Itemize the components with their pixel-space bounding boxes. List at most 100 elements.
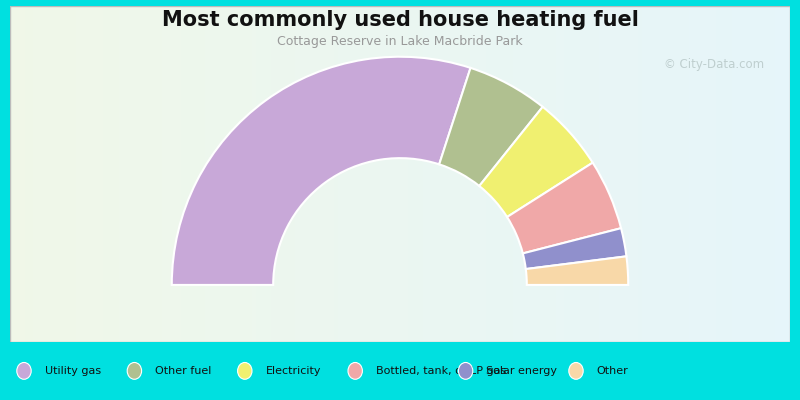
Bar: [213, 6, 217, 342]
Bar: [346, 6, 350, 342]
Bar: [306, 6, 310, 342]
Bar: [45, 6, 49, 342]
Bar: [107, 6, 111, 342]
Bar: [579, 6, 583, 342]
Bar: [552, 6, 556, 342]
Bar: [267, 6, 271, 342]
Bar: [618, 6, 622, 342]
Bar: [138, 6, 142, 342]
Bar: [29, 6, 33, 342]
Bar: [10, 6, 14, 342]
Bar: [37, 6, 41, 342]
Bar: [525, 6, 529, 342]
Bar: [510, 6, 514, 342]
Bar: [392, 6, 396, 342]
Bar: [115, 6, 119, 342]
Bar: [517, 6, 521, 342]
Bar: [361, 6, 365, 342]
Bar: [384, 6, 388, 342]
Bar: [755, 6, 759, 342]
Bar: [607, 6, 611, 342]
Bar: [130, 6, 134, 342]
Bar: [412, 6, 416, 342]
Bar: [286, 6, 290, 342]
Bar: [150, 6, 154, 342]
Bar: [350, 6, 353, 342]
Bar: [263, 6, 267, 342]
Bar: [154, 6, 158, 342]
Bar: [490, 6, 494, 342]
Bar: [388, 6, 392, 342]
Bar: [178, 6, 182, 342]
Bar: [611, 6, 614, 342]
Bar: [771, 6, 774, 342]
Bar: [662, 6, 666, 342]
Bar: [423, 6, 427, 342]
Bar: [224, 6, 228, 342]
Bar: [498, 6, 502, 342]
Bar: [419, 6, 423, 342]
Ellipse shape: [238, 362, 252, 379]
Bar: [33, 6, 37, 342]
Text: Solar energy: Solar energy: [486, 366, 558, 376]
Bar: [103, 6, 107, 342]
Bar: [57, 6, 60, 342]
Bar: [334, 6, 338, 342]
Bar: [326, 6, 330, 342]
Bar: [778, 6, 782, 342]
Bar: [658, 6, 662, 342]
Wedge shape: [507, 163, 621, 254]
Bar: [318, 6, 322, 342]
Bar: [271, 6, 275, 342]
Bar: [95, 6, 99, 342]
Bar: [377, 6, 381, 342]
Bar: [595, 6, 599, 342]
Bar: [681, 6, 685, 342]
Bar: [439, 6, 443, 342]
Bar: [76, 6, 80, 342]
Bar: [170, 6, 174, 342]
Bar: [193, 6, 197, 342]
Bar: [435, 6, 439, 342]
Bar: [626, 6, 630, 342]
Bar: [486, 6, 490, 342]
Bar: [740, 6, 743, 342]
Bar: [259, 6, 263, 342]
Bar: [545, 6, 548, 342]
Bar: [568, 6, 572, 342]
Bar: [298, 6, 302, 342]
Bar: [650, 6, 654, 342]
Bar: [41, 6, 45, 342]
Bar: [189, 6, 193, 342]
Wedge shape: [439, 68, 542, 186]
Bar: [693, 6, 697, 342]
Bar: [91, 6, 95, 342]
Bar: [248, 6, 252, 342]
Bar: [603, 6, 607, 342]
Bar: [670, 6, 674, 342]
Bar: [774, 6, 778, 342]
Bar: [166, 6, 170, 342]
Bar: [162, 6, 166, 342]
Bar: [642, 6, 646, 342]
Bar: [18, 6, 22, 342]
Bar: [709, 6, 712, 342]
Bar: [209, 6, 213, 342]
Bar: [685, 6, 689, 342]
Bar: [634, 6, 638, 342]
Bar: [342, 6, 346, 342]
Bar: [88, 6, 91, 342]
Bar: [720, 6, 724, 342]
Bar: [427, 6, 431, 342]
Bar: [236, 6, 240, 342]
Bar: [564, 6, 568, 342]
Bar: [654, 6, 658, 342]
Bar: [782, 6, 786, 342]
Bar: [576, 6, 579, 342]
Bar: [587, 6, 591, 342]
Bar: [330, 6, 334, 342]
Text: Electricity: Electricity: [266, 366, 321, 376]
Bar: [119, 6, 123, 342]
Bar: [244, 6, 248, 342]
Bar: [80, 6, 84, 342]
